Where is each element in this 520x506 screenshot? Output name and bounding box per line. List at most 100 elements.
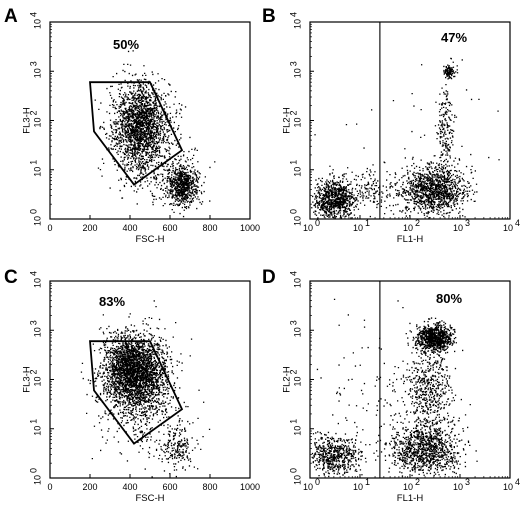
x-tick-label: 600	[162, 482, 177, 492]
y-tick-exponent: 3	[28, 61, 38, 66]
y-tick-label: 103	[28, 320, 42, 337]
x-tick-label: 200	[82, 482, 97, 492]
x-tick-exponent: 3	[465, 218, 470, 228]
x-tick-exponent: 4	[515, 477, 520, 487]
y-tick-exponent: 4	[28, 12, 38, 17]
x-tick-label: 200	[82, 223, 97, 233]
y-tick-base: 10	[32, 376, 42, 386]
y-tick-exponent: 0	[288, 468, 298, 473]
y-tick-base: 10	[32, 167, 42, 177]
y-tick-exponent: 2	[288, 110, 298, 115]
x-tick-exponent: 1	[365, 218, 370, 228]
y-tick-label: 104	[28, 12, 42, 29]
y-tick-exponent: 4	[288, 12, 298, 17]
x-tick-label: 400	[122, 223, 137, 233]
y-tick-exponent: 0	[28, 209, 38, 214]
x-axis: 0 200 400 600 800 1000 FSC-H	[47, 215, 260, 245]
y-tick-exponent: 3	[288, 320, 298, 325]
scatter-points	[94, 50, 216, 218]
x-tick-label: 800	[202, 223, 217, 233]
y-tick-label: 103	[288, 61, 302, 78]
x-tick-label: 10	[403, 223, 413, 233]
gate-percent-label: 80%	[436, 291, 462, 306]
x-tick-label: 1000	[240, 223, 260, 233]
y-axis-label: FL2-H	[282, 366, 293, 393]
x-tick-label: 10	[453, 482, 463, 492]
y-tick-base: 10	[32, 278, 42, 288]
x-axis: 0 200 400 600 800 1000 FSC-H	[47, 474, 260, 504]
y-tick-base: 10	[32, 216, 42, 226]
y-tick-label: 101	[288, 160, 302, 177]
x-tick-label: 10	[453, 223, 463, 233]
y-tick-base: 10	[32, 117, 42, 127]
x-tick-label: 10	[353, 223, 363, 233]
x-tick-label: 10	[353, 482, 363, 492]
y-tick-base: 10	[292, 327, 302, 337]
x-tick-exponent: 3	[465, 477, 470, 487]
x-tick-exponent: 1	[365, 477, 370, 487]
y-tick-label: 101	[28, 160, 42, 177]
y-axis-label-group: FL3-H	[22, 107, 33, 134]
y-tick-label: 104	[288, 271, 302, 288]
y-tick-label: 104	[288, 12, 302, 29]
y-tick-exponent: 4	[288, 271, 298, 276]
y-tick-base: 10	[32, 19, 42, 29]
y-tick-label: 103	[28, 61, 42, 78]
y-tick-exponent: 0	[288, 209, 298, 214]
x-tick-label: 1000	[240, 482, 260, 492]
event-dots	[311, 57, 500, 219]
y-tick-base: 10	[292, 19, 302, 29]
scatter-points	[311, 57, 500, 219]
event-dots	[94, 50, 216, 218]
panel-letter: A	[4, 6, 18, 27]
y-tick-exponent: 1	[28, 419, 38, 424]
x-tick-label: 0	[47, 223, 52, 233]
gate-percent-label: 50%	[113, 37, 139, 52]
gate-polygon	[89, 81, 184, 186]
y-tick-exponent: 2	[28, 369, 38, 374]
y-tick-label: 100	[288, 468, 302, 485]
x-axis-label: FL1-H	[397, 493, 424, 504]
y-tick-label: 100	[28, 209, 42, 226]
y-tick-base: 10	[32, 426, 42, 436]
y-tick-base: 10	[292, 216, 302, 226]
x-tick-exponent: 2	[415, 477, 420, 487]
y-axis-label-group: FL3-H	[22, 366, 33, 393]
event-dots	[80, 300, 211, 478]
y-tick-exponent: 2	[288, 369, 298, 374]
y-tick-base: 10	[32, 327, 42, 337]
scatter-points	[311, 298, 478, 478]
x-axis-label: FL1-H	[397, 234, 424, 245]
x-tick-label: 800	[202, 482, 217, 492]
y-tick-label: 102	[288, 369, 302, 386]
y-tick-label: 100	[28, 468, 42, 485]
panel-a: A50%0 200 400 600 800 1000FSC-H10010110210310…	[4, 6, 260, 245]
scatter-points	[80, 300, 211, 478]
y-tick-base: 10	[292, 167, 302, 177]
y-tick-exponent: 4	[28, 271, 38, 276]
y-tick-exponent: 1	[28, 160, 38, 165]
y-tick-label: 102	[288, 110, 302, 127]
y-tick-base: 10	[292, 68, 302, 78]
y-tick-base: 10	[292, 475, 302, 485]
y-tick-label: 101	[288, 419, 302, 436]
y-tick-base: 10	[32, 475, 42, 485]
y-axis-label: FL2-H	[282, 107, 293, 134]
y-tick-base: 10	[32, 68, 42, 78]
panel-letter: B	[262, 6, 276, 27]
y-axis-label: FL3-H	[22, 107, 33, 134]
x-tick-label: 10	[303, 223, 313, 233]
panel-letter: D	[262, 267, 276, 288]
x-tick-exponent: 2	[415, 218, 420, 228]
y-tick-label: 103	[288, 320, 302, 337]
y-axis-label-group: FL2-H	[282, 107, 293, 134]
gate-percent-label: 47%	[441, 30, 467, 45]
y-tick-exponent: 3	[28, 320, 38, 325]
y-tick-exponent: 0	[28, 468, 38, 473]
